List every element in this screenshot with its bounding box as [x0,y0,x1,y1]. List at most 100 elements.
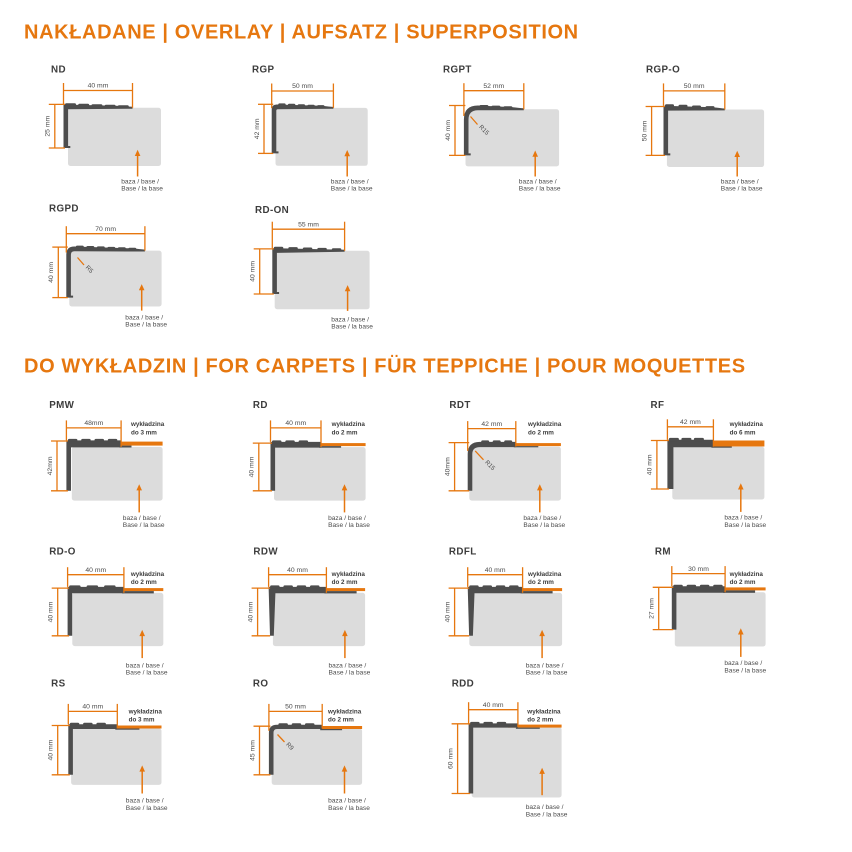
svg-text:baza / base /: baza / base / [328,798,366,805]
svg-text:baza / base /: baza / base / [121,178,159,185]
svg-text:27 mm: 27 mm [649,598,656,619]
svg-text:baza / base /: baza / base / [724,660,762,667]
svg-text:PMW: PMW [49,400,74,411]
svg-text:R5: R5 [84,264,95,275]
svg-text:do 6 mm: do 6 mm [730,429,756,436]
svg-text:baza / base /: baza / base / [328,515,366,522]
svg-text:do 2 mm: do 2 mm [332,429,358,436]
svg-text:wykładzina: wykładzina [526,708,561,715]
svg-text:45 mm: 45 mm [249,740,256,761]
svg-text:baza / base /: baza / base / [526,804,564,811]
svg-text:48mm: 48mm [84,420,103,427]
svg-text:baza / base /: baza / base / [519,178,557,185]
svg-text:50 mm: 50 mm [285,704,306,711]
svg-text:Base / la base: Base / la base [121,186,163,193]
svg-text:RDD: RDD [452,679,474,690]
svg-text:Base / la base: Base / la base [123,522,165,529]
svg-text:RDT: RDT [449,400,470,411]
svg-text:Base / la base: Base / la base [331,186,373,193]
svg-text:RO: RO [253,679,269,690]
svg-text:RS: RS [51,679,65,690]
svg-text:40 mm: 40 mm [48,739,55,760]
svg-text:Base / la base: Base / la base [125,322,167,329]
svg-text:do 3 mm: do 3 mm [129,717,155,724]
svg-text:RGPT: RGPT [443,64,472,75]
svg-text:DO WYKŁADZIN | FOR CARPETS | F: DO WYKŁADZIN | FOR CARPETS | FÜR TEPPICH… [24,355,746,378]
svg-text:Base / la base: Base / la base [126,670,168,677]
svg-text:baza / base /: baza / base / [123,515,161,522]
svg-text:42 mm: 42 mm [680,419,701,426]
svg-text:40 mm: 40 mm [285,420,306,427]
svg-text:baza / base /: baza / base / [331,316,369,323]
svg-text:25 mm: 25 mm [45,115,52,136]
svg-text:40 mm: 40 mm [82,704,103,711]
svg-text:40mm: 40mm [444,457,451,476]
svg-text:wykładzina: wykładzina [729,421,764,428]
svg-text:42mm: 42mm [47,456,54,475]
svg-text:40 mm: 40 mm [445,120,452,141]
svg-text:Base / la base: Base / la base [328,522,370,529]
svg-text:Base / la base: Base / la base [724,522,766,529]
svg-text:Base / la base: Base / la base [724,667,766,674]
svg-text:52 mm: 52 mm [483,83,504,90]
svg-text:do 2 mm: do 2 mm [528,429,554,436]
svg-text:42 mm: 42 mm [254,118,261,139]
svg-text:55 mm: 55 mm [298,221,319,228]
svg-text:wykładzina: wykładzina [128,708,163,715]
svg-text:wykładzina: wykładzina [527,421,562,428]
svg-text:NAKŁADANE | OVERLAY | AUFSATZ: NAKŁADANE | OVERLAY | AUFSATZ | SUPERPOS… [24,22,579,44]
svg-text:50 mm: 50 mm [292,83,313,90]
svg-text:Base / la base: Base / la base [331,324,373,331]
svg-text:Base / la base: Base / la base [526,670,568,677]
svg-text:do 2 mm: do 2 mm [528,579,554,586]
svg-text:baza / base /: baza / base / [724,515,762,522]
svg-text:40 mm: 40 mm [85,567,106,574]
svg-text:RD: RD [253,400,268,411]
svg-text:RF: RF [651,400,665,411]
svg-text:do 2 mm: do 2 mm [328,717,354,724]
svg-text:60 mm: 60 mm [447,748,454,769]
svg-text:40 mm: 40 mm [249,456,256,477]
svg-text:RM: RM [655,547,671,558]
svg-text:Base / la base: Base / la base [328,805,370,812]
svg-text:baza / base /: baza / base / [126,662,164,669]
svg-text:baza / base /: baza / base / [331,178,369,185]
svg-text:do 3 mm: do 3 mm [131,429,157,436]
svg-text:40 mm: 40 mm [647,454,654,475]
svg-text:RD-ON: RD-ON [255,205,289,216]
svg-text:wykładzina: wykładzina [331,571,366,578]
svg-text:70 mm: 70 mm [95,226,116,233]
svg-text:Base / la base: Base / la base [523,522,565,529]
svg-text:40 mm: 40 mm [287,567,308,574]
svg-text:40 mm: 40 mm [485,567,506,574]
svg-text:50 mm: 50 mm [684,83,705,90]
svg-text:baza / base /: baza / base / [721,178,759,185]
svg-text:Base / la base: Base / la base [526,811,568,818]
svg-text:RDFL: RDFL [449,546,477,557]
svg-text:Base / la base: Base / la base [329,670,371,677]
svg-text:ND: ND [51,64,66,75]
svg-text:RGP: RGP [252,64,274,75]
svg-text:do 2 mm: do 2 mm [730,579,756,586]
svg-text:Base / la base: Base / la base [721,186,763,193]
svg-text:RD-O: RD-O [49,547,76,558]
svg-text:40 mm: 40 mm [88,83,109,90]
svg-text:baza / base /: baza / base / [523,515,561,522]
svg-text:40 mm: 40 mm [483,702,504,709]
svg-text:42 mm: 42 mm [481,421,502,428]
svg-text:do 2 mm: do 2 mm [131,579,157,586]
svg-text:wykładzina: wykładzina [327,708,362,715]
svg-text:40 mm: 40 mm [48,262,55,283]
svg-text:Base / la base: Base / la base [519,186,561,193]
svg-text:baza / base /: baza / base / [126,798,164,805]
svg-text:wykładzina: wykładzina [527,571,562,578]
svg-text:baza / base /: baza / base / [526,662,564,669]
svg-text:baza / base /: baza / base / [329,662,367,669]
svg-text:RGP-O: RGP-O [646,64,680,75]
svg-text:40 mm: 40 mm [444,601,451,622]
svg-text:wykładzina: wykładzina [729,571,764,578]
svg-text:RGPD: RGPD [49,203,79,214]
svg-text:40 mm: 40 mm [48,601,55,622]
svg-text:wykładzina: wykładzina [130,571,165,578]
svg-text:Base / la base: Base / la base [126,805,168,812]
